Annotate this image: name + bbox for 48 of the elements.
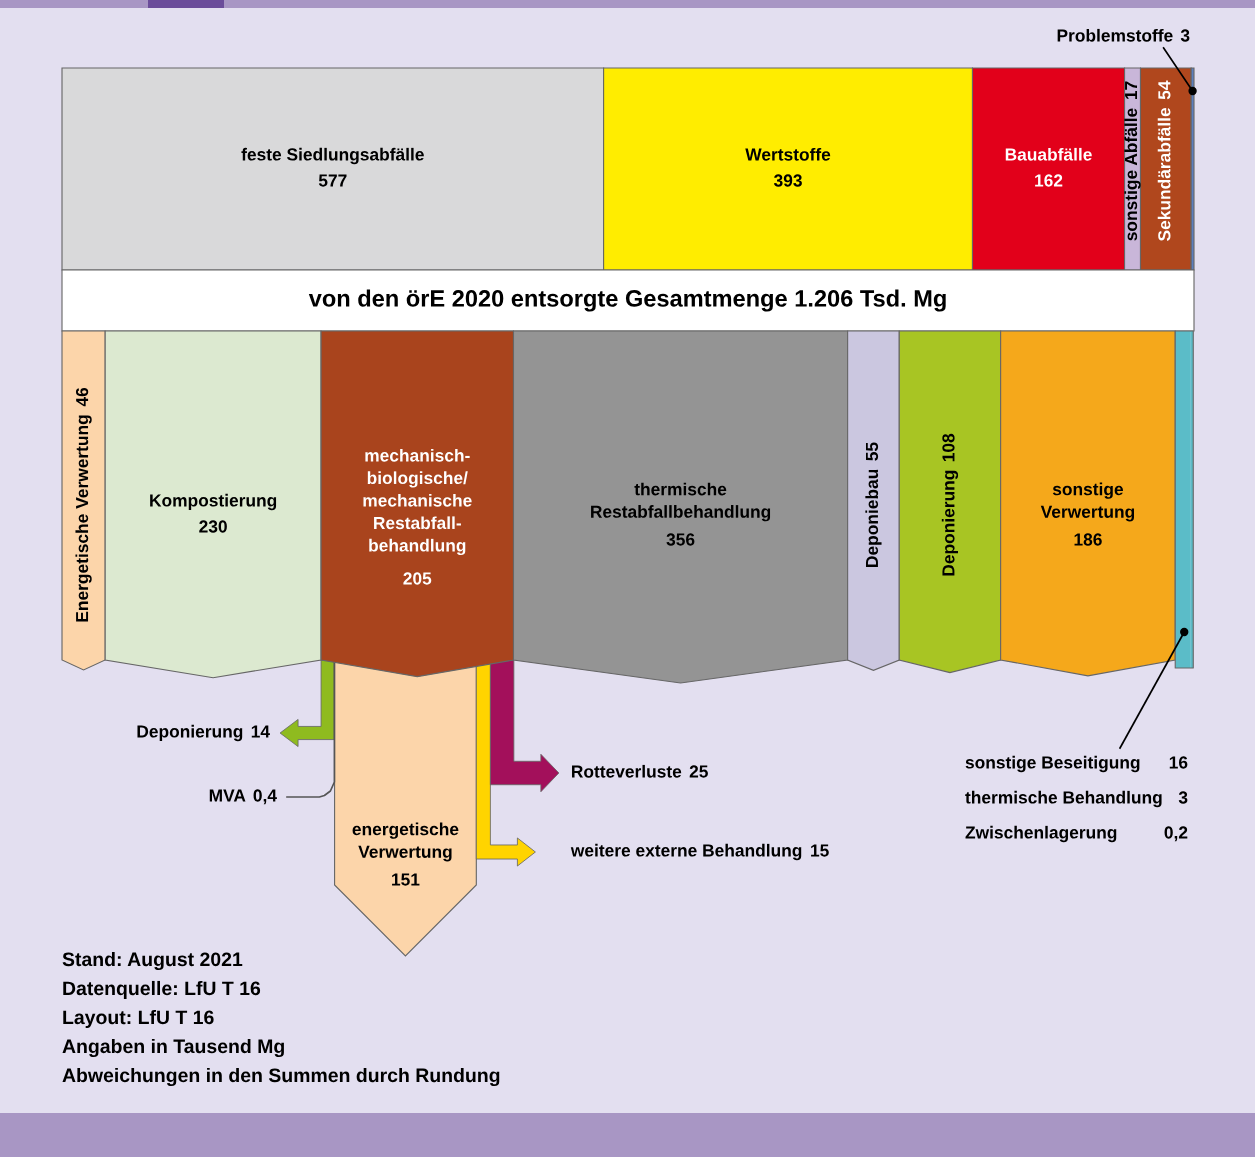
data-label: 25 <box>689 765 708 778</box>
data-label: 46 <box>75 387 89 407</box>
category-label: sonstige Beseitigung <box>965 755 1140 773</box>
data-label: 151 <box>392 873 420 886</box>
data-label: 108 <box>942 433 955 462</box>
text: Layout: LfU T 16 <box>63 1009 214 1029</box>
text: Angaben in Tausend Mg <box>62 1038 284 1058</box>
category-label: Energetische Verwertung <box>75 415 92 622</box>
data-label: 162 <box>1035 174 1063 187</box>
category-label: sonstige Verwertung <box>1040 482 1135 522</box>
category-label: Deponiebau <box>865 469 882 567</box>
category-label: MVA <box>209 789 246 802</box>
text: Datenquelle: LfU T 16 <box>63 980 261 1000</box>
category-label: weitere externe Behandlung <box>570 843 802 861</box>
data-label: 393 <box>773 174 802 187</box>
text: Stand: August 2021 <box>62 951 243 971</box>
category-label: Kompostierung <box>150 493 277 511</box>
category-label: Problemstoffe <box>1057 28 1173 42</box>
data-label: 54 <box>1158 80 1171 100</box>
data-label: 17 <box>1125 81 1138 99</box>
category-label: Sekundärabfälle <box>1157 107 1171 241</box>
data-label: 14 <box>251 725 270 738</box>
text: Abweichungen in den Summen durch Rundung <box>62 1067 500 1087</box>
category-label: Rotteverluste <box>572 764 682 778</box>
category-label: Bauabfälle <box>1005 147 1092 161</box>
category-label: sonstige Abfälle <box>1124 108 1141 241</box>
data-label: 15 <box>811 844 829 857</box>
data-label: 16 <box>1169 756 1188 769</box>
category-label: mechanisch- biologische/ mechanische Restabfall- behandlung <box>363 448 472 556</box>
data-label: 0,4 <box>253 789 277 805</box>
category-label: thermische Behandlung <box>965 790 1162 808</box>
category-label: Wertstoffe <box>745 147 831 161</box>
data-label: 230 <box>199 520 227 533</box>
data-label: 205 <box>403 572 432 585</box>
category-label: Deponierung <box>941 470 959 576</box>
data-label: 0,2 <box>1164 826 1188 842</box>
category-label: thermische Restabfallbehandlung <box>591 482 771 522</box>
category-label: energetische Verwertung <box>352 822 459 862</box>
data-label: 3 <box>1180 29 1190 42</box>
data-label: 577 <box>318 174 347 187</box>
data-label: 356 <box>666 533 695 546</box>
data-label: 186 <box>1074 533 1102 546</box>
category-label: Zwischenlagerung <box>965 825 1117 843</box>
data-label: 55 <box>866 442 879 461</box>
data-label: 3 <box>1178 791 1188 804</box>
category-label: feste Siedlungsabfälle <box>241 147 424 165</box>
category-label: Deponierung <box>137 724 243 742</box>
text: von den örE 2020 entsorgte Gesamtmenge 1.206 Tsd. Mg <box>308 289 946 312</box>
